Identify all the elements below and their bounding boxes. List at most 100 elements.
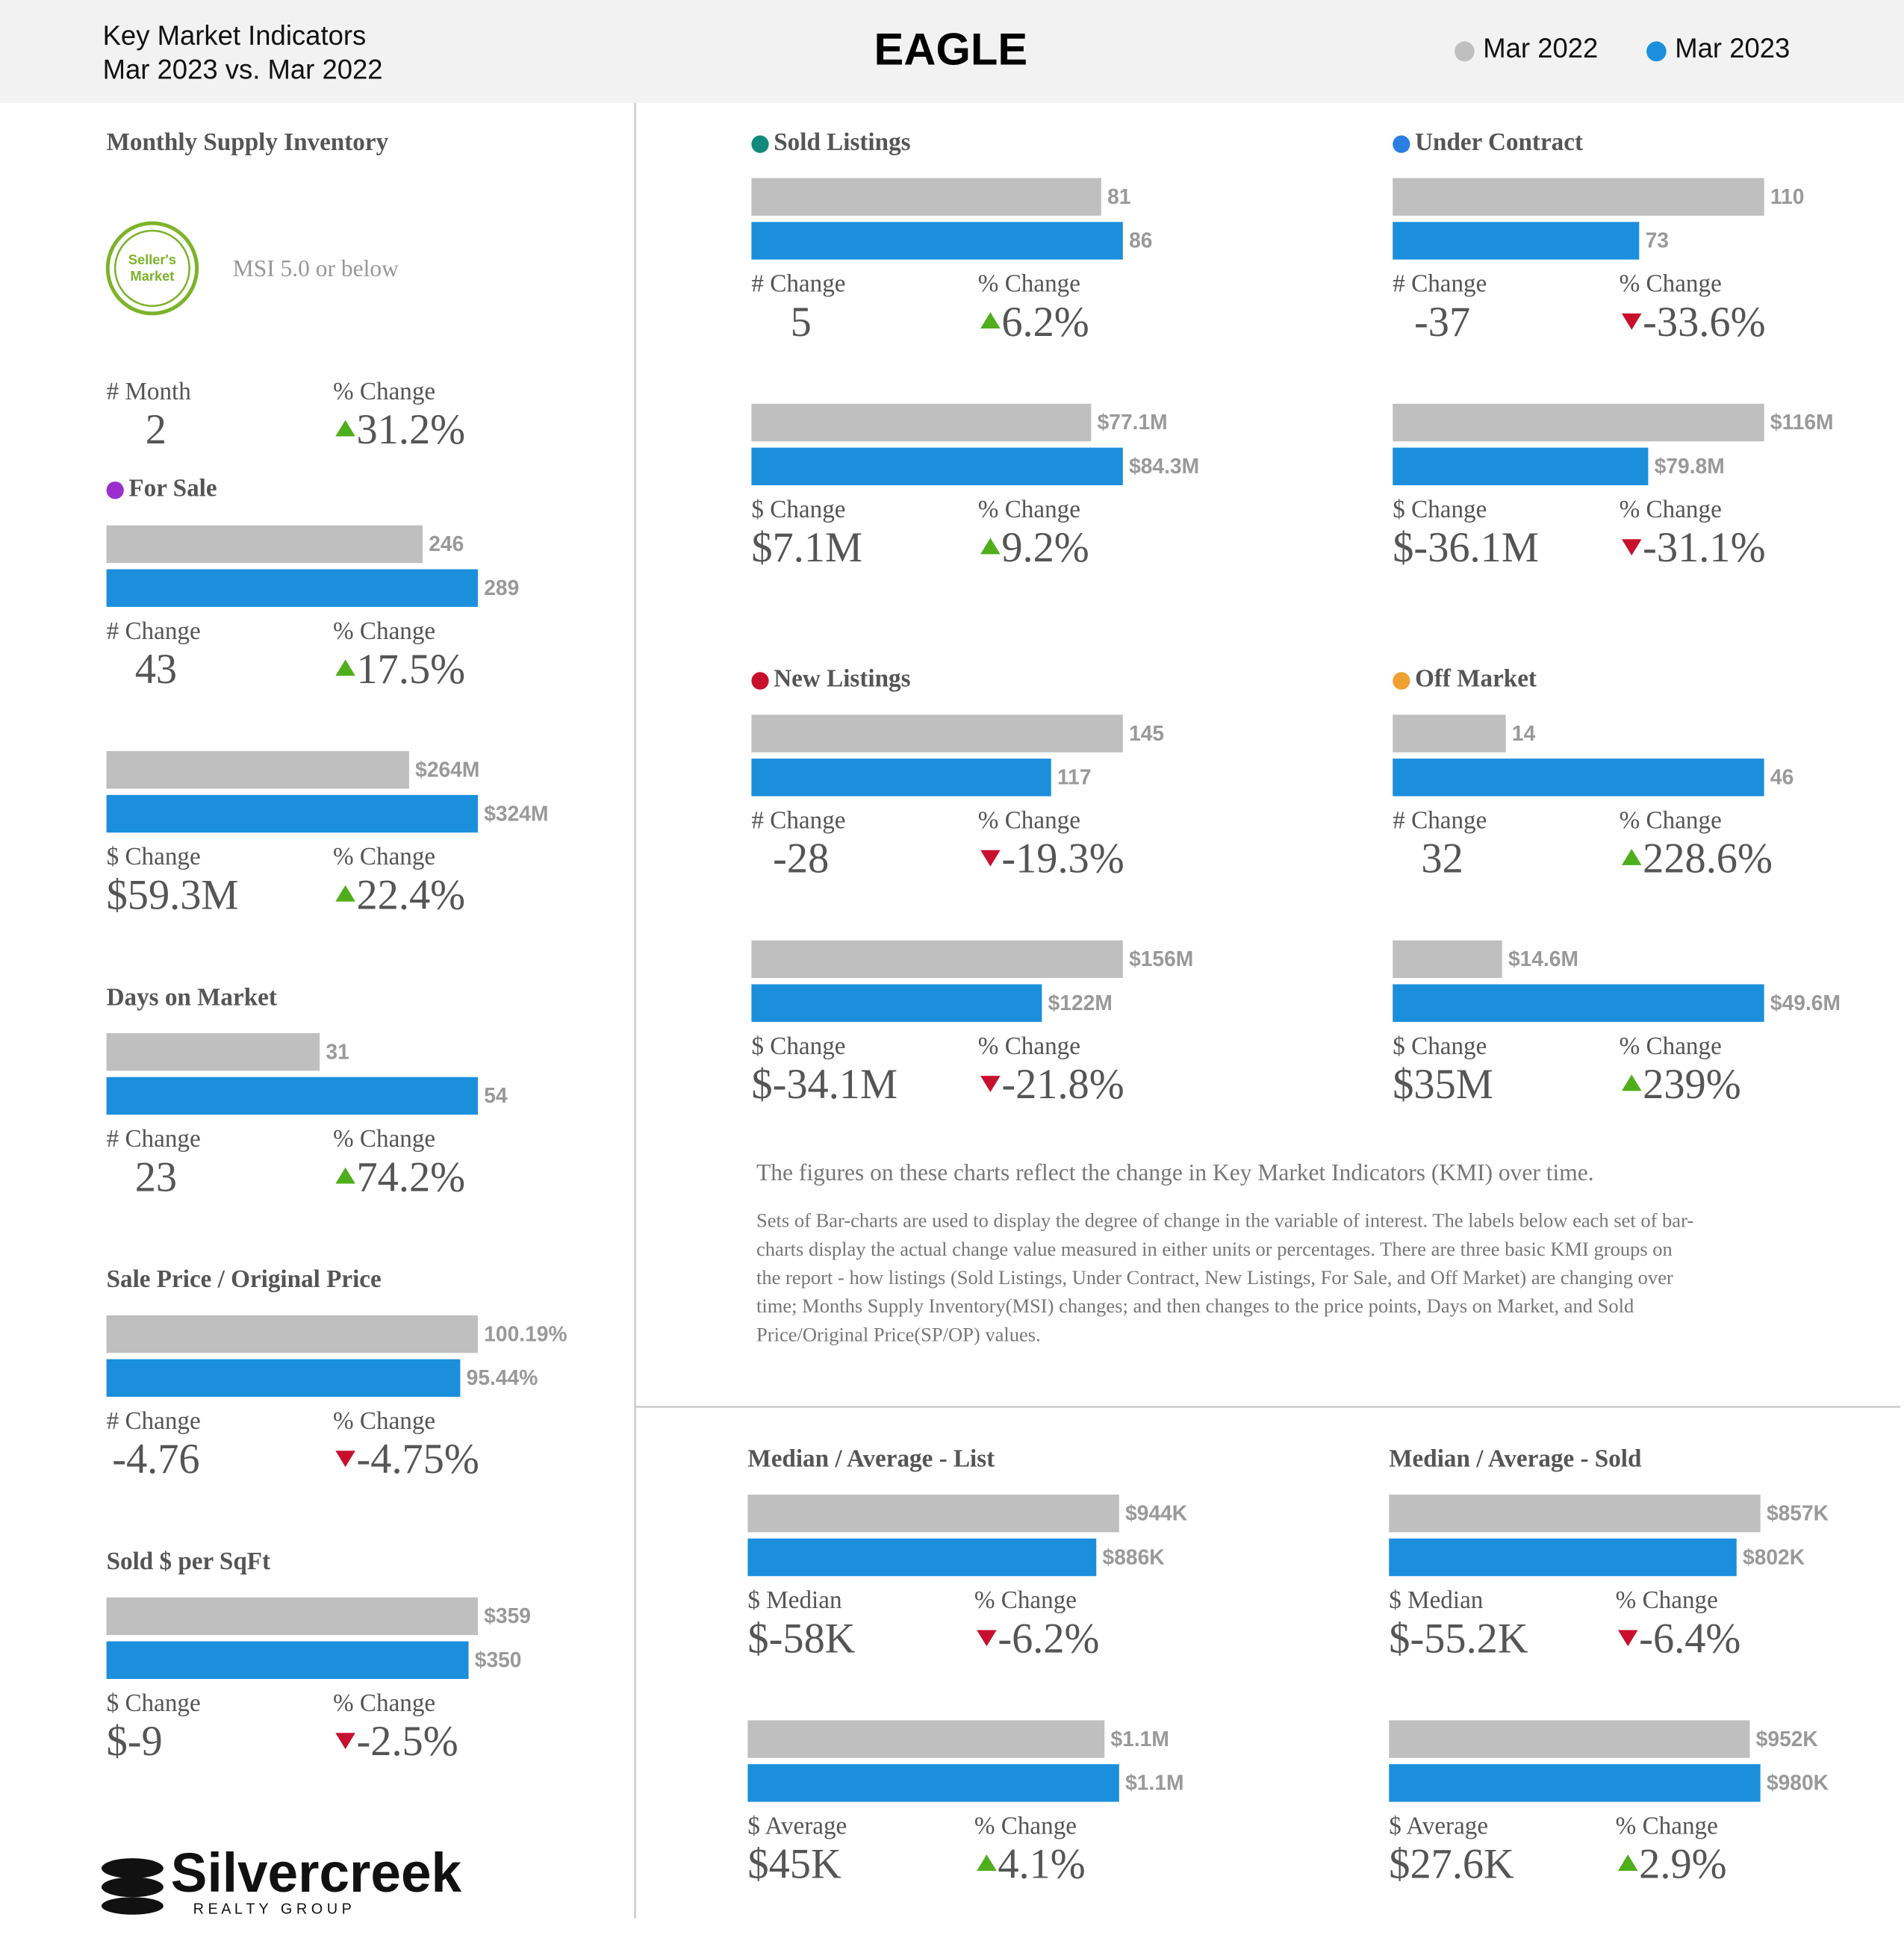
stat-label: % Change <box>974 1812 1077 1839</box>
bar <box>1393 940 1502 979</box>
explanation-lead: The figures on these charts reflect the … <box>756 1159 1594 1186</box>
header-title: Key Market Indicators <box>103 20 367 51</box>
logo-name: Silvercreek <box>171 1842 461 1904</box>
stat-value: -21.8% <box>1001 1061 1124 1108</box>
panel-title: New Listings <box>774 665 910 693</box>
stat-value: 74.2% <box>357 1153 466 1200</box>
stat-value: 228.6% <box>1643 835 1773 882</box>
stat-label: # Change <box>107 617 201 645</box>
bar-value-label: 95.44% <box>467 1366 538 1390</box>
bar-value-label: 117 <box>1057 765 1091 789</box>
stat-label: % Change <box>333 1407 435 1435</box>
bar <box>106 794 478 833</box>
legend-label: Mar 2022 <box>1483 33 1598 63</box>
stat-value: 9.2% <box>1001 524 1089 571</box>
stat-value: $27.6K <box>1389 1840 1514 1887</box>
stat-label: % Change <box>978 1032 1080 1060</box>
stat-label: $ Average <box>1389 1812 1488 1839</box>
badge-text: Seller's <box>128 252 176 267</box>
stat-value: 5 <box>791 298 812 345</box>
badge-text: Market <box>131 268 175 284</box>
up-arrow <box>980 312 1001 329</box>
down-arrow <box>1621 313 1642 330</box>
explanation-line: charts display the actual change value m… <box>756 1238 1673 1260</box>
logo-tagline: R E A L T Y G R O U P <box>193 1901 352 1917</box>
bar-value-label: 145 <box>1129 722 1164 746</box>
panel-dot <box>106 481 124 499</box>
legend-label: Mar 2023 <box>1675 33 1790 63</box>
stat-label: % Change <box>978 496 1080 523</box>
stat-label: # Change <box>107 1125 201 1153</box>
stat-label: % Change <box>333 843 435 870</box>
bar <box>1393 984 1764 1022</box>
stat-label: # Change <box>1393 270 1487 297</box>
bar-value-label: $14.6M <box>1508 947 1578 971</box>
stat-label: $ Median <box>1389 1586 1483 1614</box>
bar-value-label: $350 <box>475 1648 522 1672</box>
bar <box>106 751 409 789</box>
stat-value: -6.2% <box>998 1615 1099 1662</box>
bar <box>751 447 1123 485</box>
bar <box>106 1077 478 1115</box>
stat-label: % Change <box>978 806 1080 834</box>
down-arrow <box>980 1076 1001 1092</box>
stat-value: -19.3% <box>1001 835 1124 882</box>
bar <box>751 403 1092 442</box>
panel-title: Days on Market <box>107 983 277 1011</box>
stat-label: % Change <box>333 1125 435 1153</box>
stat-value: 2 <box>146 406 167 453</box>
stat-label: % Change <box>1620 270 1722 297</box>
stat-value: -6.4% <box>1639 1615 1740 1662</box>
panel-title: Median / Average - List <box>747 1445 995 1472</box>
panel-dot <box>1393 672 1410 690</box>
bar-value-label: $116M <box>1770 411 1834 434</box>
down-arrow <box>335 1733 355 1750</box>
stat-label: $ Change <box>107 1689 201 1717</box>
bar-value-label: $359 <box>484 1604 531 1628</box>
bar-value-label: 73 <box>1646 229 1669 253</box>
stat-label: % Change <box>1620 496 1722 523</box>
bar <box>106 1597 478 1636</box>
stat-label: % Change <box>978 270 1080 297</box>
stat-label: $ Change <box>107 843 201 870</box>
bar <box>751 984 1042 1022</box>
badge-ring <box>105 221 199 316</box>
stat-label: $ Change <box>751 1032 845 1060</box>
area-name: EAGLE <box>874 24 1028 74</box>
stat-label: $ Average <box>747 1812 847 1839</box>
stat-label: # Change <box>751 270 845 297</box>
bar-value-label: 100.19% <box>484 1322 567 1346</box>
bar-value-label: $1.1M <box>1125 1771 1183 1795</box>
stat-value: $35M <box>1393 1061 1493 1108</box>
bar <box>106 525 423 564</box>
bar-value-label: 46 <box>1770 765 1793 789</box>
bar-value-label: $1.1M <box>1111 1727 1169 1751</box>
bar-value-label: 31 <box>326 1040 349 1064</box>
bar <box>751 222 1123 260</box>
explanation-line: the report - how listings (Sold Listings… <box>756 1266 1673 1289</box>
stat-value: -4.75% <box>357 1436 479 1483</box>
bar-value-label: 246 <box>429 532 464 556</box>
stat-value: -33.6% <box>1643 298 1765 345</box>
up-arrow <box>980 538 1001 555</box>
bar <box>106 1359 461 1398</box>
logo-swoosh <box>101 1877 164 1898</box>
stat-value: $-58K <box>747 1615 855 1662</box>
bar-value-label: $980K <box>1767 1771 1829 1795</box>
stat-value: 4.1% <box>998 1840 1085 1887</box>
stat-value: -4.76 <box>112 1436 199 1483</box>
stat-label: # Change <box>107 1407 201 1435</box>
up-arrow <box>1621 849 1642 865</box>
bar <box>106 1032 320 1071</box>
stat-label: % Change <box>1616 1586 1718 1614</box>
bar-value-label: $886K <box>1103 1545 1166 1569</box>
bar-value-label: 110 <box>1770 185 1804 209</box>
logo-swoosh <box>101 1858 164 1879</box>
logo: Silvercreek R E A L T Y G R O U P <box>101 1842 461 1917</box>
bar-value-label: $264M <box>415 758 479 782</box>
bar-value-label: $77.1M <box>1098 411 1168 434</box>
panel-title: Sold $ per SqFt <box>107 1548 270 1575</box>
bar <box>1393 178 1764 216</box>
down-arrow <box>980 850 1001 867</box>
